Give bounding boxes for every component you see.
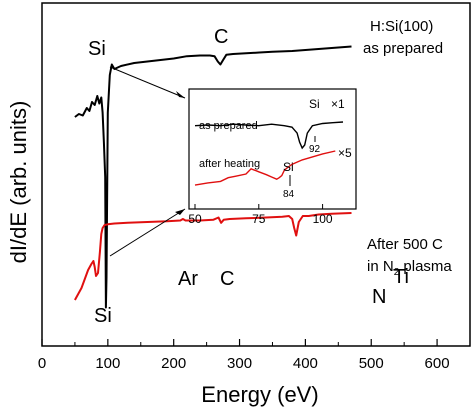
series-label-after-line2: in N2 plasma: [367, 258, 452, 278]
inset-multiplier-5: ×5: [338, 146, 352, 160]
inset-plot: 50 75 100 as prepared ×1 Si 92 after heati…: [188, 88, 357, 226]
series-label-line1: H:Si(100): [370, 18, 433, 35]
inset-series-line-after-heating: [194, 150, 336, 186]
series-line-as-prepared: [74, 45, 352, 309]
x-axis-ticks: 0 100 200 300 400 500 600: [38, 339, 450, 372]
inset-si-label-1: Si: [309, 97, 320, 111]
series-label-line2: as prepared: [363, 40, 443, 57]
annotation-si-bottom: Si: [94, 305, 112, 327]
x-tick-label-0: 0: [38, 355, 46, 372]
x-tick-label-300: 300: [227, 355, 252, 372]
inset-multiplier-1: ×1: [331, 97, 345, 111]
x-tick-label-100: 100: [95, 355, 120, 372]
zoom-arrowhead-bottom: [175, 209, 185, 215]
label-plasma: plasma: [399, 258, 452, 275]
label-subscript-2: 2: [394, 267, 400, 278]
zoom-line-top: [109, 66, 186, 99]
x-axis-label: Energy (eV): [201, 382, 318, 407]
y-axis-label: dI/dE (arb. units): [6, 101, 31, 264]
series-line-after-plasma: [74, 212, 352, 301]
label-in-n: in N: [367, 258, 394, 275]
annotation-c-top: C: [214, 26, 228, 48]
inset-x-axis-ticks: 50 75 100: [188, 204, 333, 226]
inset-edge-value-84: 84: [283, 189, 295, 200]
inset-x-tick-label-75: 75: [252, 212, 266, 226]
inset-x-tick-label-50: 50: [188, 212, 202, 226]
annotation-ar: Ar: [178, 268, 198, 290]
annotation-ti: Ti: [393, 266, 409, 288]
x-tick-label-500: 500: [359, 355, 384, 372]
plot-frame: [41, 2, 471, 347]
annotation-n: N: [372, 286, 386, 308]
x-tick-label-400: 400: [293, 355, 318, 372]
annotation-c-bottom: C: [220, 268, 234, 290]
inset-label-after-heating: after heating: [199, 158, 260, 170]
x-tick-label-600: 600: [425, 355, 450, 372]
inset-si-label-2: Si: [283, 160, 294, 174]
inset-frame: [188, 88, 357, 210]
inset-edge-value-92: 92: [309, 144, 321, 155]
inset-x-tick-label-100: 100: [313, 212, 333, 226]
inset-label-as-prepared: as prepared: [199, 120, 258, 132]
inset-series-line-as-prepared: [194, 121, 344, 150]
zoom-arrowhead-top: [176, 91, 185, 98]
x-tick-label-200: 200: [161, 355, 186, 372]
series-label-after-line1: After 500 C: [367, 236, 443, 253]
zoom-line-bottom: [109, 208, 186, 257]
annotation-si-top: Si: [88, 38, 106, 60]
